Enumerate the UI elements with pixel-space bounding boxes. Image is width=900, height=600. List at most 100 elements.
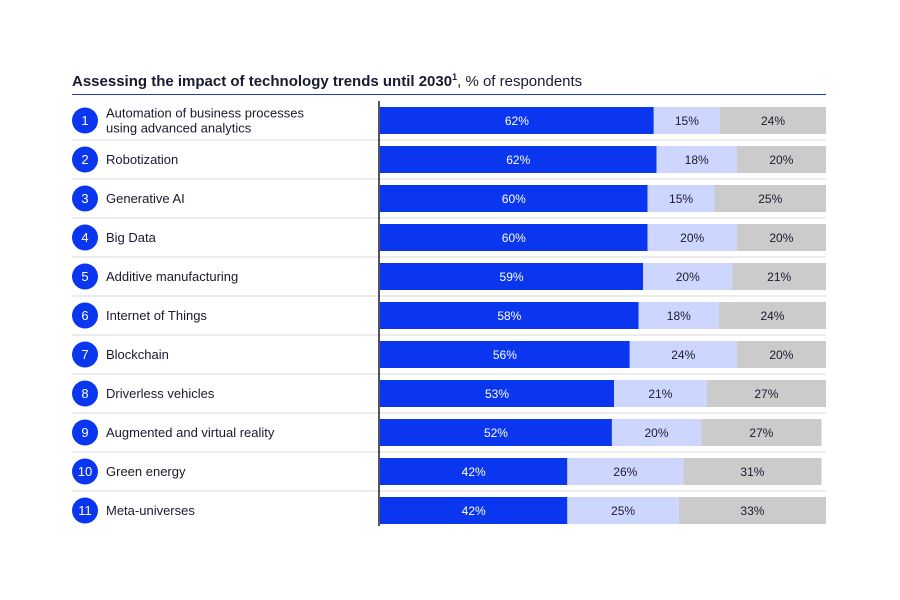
bar-segment — [380, 341, 630, 368]
bar-segment — [736, 224, 826, 251]
bar-segment — [380, 419, 612, 446]
bar-segment — [638, 302, 719, 329]
bar-segment — [714, 185, 826, 212]
bar-segment — [736, 146, 826, 173]
data-label: 27% — [749, 426, 773, 440]
row-number-circle — [72, 146, 98, 173]
data-label: 60% — [502, 192, 526, 206]
data-label: 21% — [648, 387, 672, 401]
row-number: 3 — [81, 191, 88, 206]
row-label: Blockchain — [106, 347, 169, 362]
row-number-circle — [72, 497, 98, 524]
row-label: Big Data — [106, 230, 157, 245]
row-number-circle — [72, 380, 98, 407]
data-label: 33% — [740, 504, 764, 518]
data-label: 24% — [671, 348, 695, 362]
data-label: 20% — [676, 270, 700, 284]
bar-segment — [720, 107, 826, 134]
data-label: 31% — [740, 465, 764, 479]
row-number-circle — [72, 458, 98, 485]
bar-segment — [380, 224, 648, 251]
data-label: 20% — [645, 426, 669, 440]
bar-segment — [653, 107, 721, 134]
row-number-circle — [72, 341, 98, 368]
title-rule — [72, 94, 826, 95]
row-number-circle — [72, 419, 98, 446]
row-label: Augmented and virtual reality — [106, 425, 275, 440]
data-label: 15% — [669, 192, 693, 206]
row-label: Robotization — [106, 152, 178, 167]
data-label: 42% — [462, 465, 486, 479]
row-label: Internet of Things — [106, 308, 207, 323]
data-label: 58% — [497, 309, 521, 323]
data-label: 42% — [462, 504, 486, 518]
row-label: Driverless vehicles — [106, 386, 215, 401]
data-label: 18% — [667, 309, 691, 323]
bar-segment — [629, 341, 737, 368]
data-label: 60% — [502, 231, 526, 245]
bar-segment — [647, 185, 715, 212]
data-label: 53% — [485, 387, 509, 401]
data-label: 20% — [769, 153, 793, 167]
data-label: 62% — [506, 153, 530, 167]
row-number: 9 — [81, 425, 88, 440]
row-number: 1 — [81, 113, 88, 128]
data-label: 56% — [493, 348, 517, 362]
data-label: 15% — [675, 114, 699, 128]
data-label: 62% — [505, 114, 529, 128]
bar-segment — [614, 380, 707, 407]
row-label: Automation of business processes using ad… — [106, 106, 304, 136]
row-number-circle — [72, 302, 98, 329]
row-number-circle — [72, 224, 98, 251]
data-label: 26% — [613, 465, 637, 479]
data-label: 24% — [761, 114, 785, 128]
bar-segment — [380, 380, 615, 407]
row-number-circle — [72, 107, 98, 134]
bar-segment — [380, 302, 639, 329]
bar-segment — [683, 458, 822, 485]
data-label: 27% — [754, 387, 778, 401]
data-label: 18% — [685, 153, 709, 167]
chart-title-main: Assessing the impact of technology trend… — [72, 73, 453, 90]
chart-title-footnote-mark: 1 — [452, 72, 458, 82]
bar-segment — [643, 263, 733, 290]
row-number: 5 — [81, 269, 88, 284]
data-label: 52% — [484, 426, 508, 440]
bar-segment — [567, 497, 679, 524]
data-label: 20% — [769, 348, 793, 362]
row-number: 7 — [81, 347, 88, 362]
data-label: 20% — [680, 231, 704, 245]
row-number-circle — [72, 263, 98, 290]
row-number-circle — [72, 185, 98, 212]
bar-segment — [706, 380, 826, 407]
data-label: 24% — [760, 309, 784, 323]
bar-segment — [656, 146, 737, 173]
chart-title-unit: , % of respondents — [457, 73, 583, 90]
row-number: 6 — [81, 308, 88, 323]
row-number: 2 — [81, 152, 88, 167]
data-label: 59% — [500, 270, 524, 284]
bar-segment — [380, 497, 568, 524]
bar-segment — [380, 146, 657, 173]
row-number: 4 — [81, 230, 88, 245]
row-number: 10 — [78, 464, 92, 479]
bar-segment — [380, 458, 568, 485]
bar-segment — [380, 263, 644, 290]
bar-segment — [736, 341, 826, 368]
row-label: Meta-universes — [106, 503, 195, 518]
row-number: 11 — [78, 503, 92, 518]
bar-segment — [380, 185, 648, 212]
bar-segment — [380, 107, 654, 134]
row-number: 8 — [81, 386, 88, 401]
bar-segment — [567, 458, 684, 485]
data-label: 21% — [767, 270, 791, 284]
bar-segment — [701, 419, 822, 446]
row-label: Additive manufacturing — [106, 269, 238, 284]
data-label: 25% — [611, 504, 635, 518]
bar-segment — [732, 263, 826, 290]
row-label: Generative AI — [106, 191, 185, 206]
chart-title: Assessing the impact of technology trend… — [72, 72, 826, 92]
bar-segment — [678, 497, 826, 524]
bar-segment — [718, 302, 826, 329]
